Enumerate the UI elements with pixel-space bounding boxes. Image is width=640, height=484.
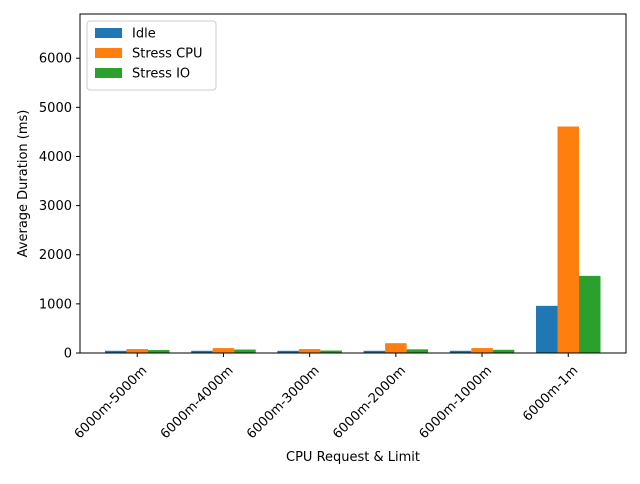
bar-stress-cpu-0 [126, 349, 148, 353]
bar-stress-io-0 [148, 350, 170, 353]
y-tick-label: 3000 [39, 199, 72, 214]
bar-idle-5 [536, 305, 558, 353]
bar-stress-cpu-5 [557, 126, 579, 353]
legend-swatch [95, 28, 122, 38]
bar-stress-io-1 [234, 349, 256, 353]
bar-idle-0 [105, 350, 127, 353]
y-tick-label: 6000 [39, 52, 72, 67]
legend-label: Idle [132, 27, 156, 42]
bar-stress-io-5 [579, 275, 601, 353]
bars-layer [105, 126, 601, 353]
bar-stress-cpu-3 [385, 343, 407, 353]
legend-label: Stress IO [132, 67, 190, 82]
legend: Idle Stress CPU Stress IO [86, 20, 217, 91]
x-tick-label: 6000m-2000m [330, 363, 409, 442]
legend-swatch [95, 48, 122, 58]
x-tick-label: 6000m-1m [520, 363, 581, 424]
bar-stress-cpu-2 [298, 349, 321, 353]
bar-stress-cpu-4 [471, 348, 493, 353]
x-tick-label: 6000m-4000m [158, 363, 237, 442]
bar-stress-io-3 [406, 349, 429, 353]
bar-idle-1 [191, 350, 213, 353]
y-tick-label: 1000 [39, 297, 72, 312]
y-tick-label: 0 [64, 347, 72, 362]
y-tick-label: 5000 [39, 101, 72, 116]
y-tick-label: 4000 [39, 150, 72, 165]
x-tick-label: 6000m-3000m [244, 363, 323, 442]
y-axis-ticks: 0 1000 2000 3000 4000 5000 6000 [39, 52, 80, 362]
bar-idle-3 [363, 350, 386, 353]
bar-stress-io-4 [492, 349, 515, 353]
y-axis-label: Average Duration (ms) [16, 110, 31, 258]
x-axis-ticks: 6000m-5000m 6000m-4000m 6000m-3000m 6000m-2… [72, 353, 581, 442]
legend-swatch [95, 68, 122, 78]
x-tick-label: 6000m-5000m [72, 363, 151, 442]
plot-frame [79, 13, 627, 354]
y-tick-label: 2000 [39, 248, 72, 263]
x-axis-label: CPU Request & Limit [286, 450, 420, 465]
x-tick-label: 6000m-1000m [416, 363, 495, 442]
bar-stress-io-2 [320, 350, 342, 353]
bar-idle-4 [449, 350, 472, 353]
bar-stress-cpu-1 [212, 348, 235, 353]
bar-idle-2 [277, 350, 299, 353]
legend-label: Stress CPU [132, 47, 203, 62]
